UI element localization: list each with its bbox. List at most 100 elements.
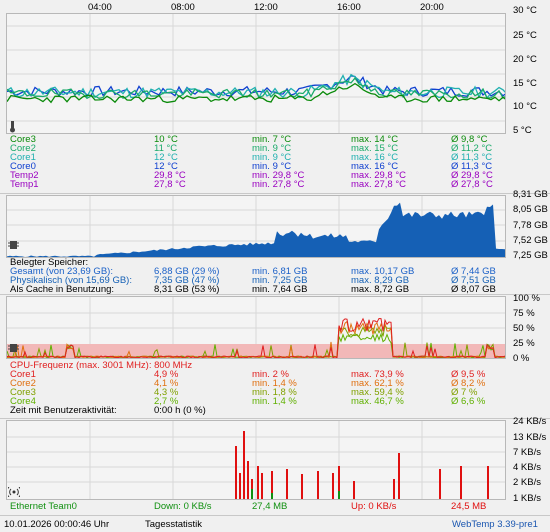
temp-cur: 27,8 °C (154, 179, 186, 190)
mem-cur: 6,88 GB (29 %) (154, 266, 220, 277)
temp-scale-10: 10 °C (513, 101, 537, 112)
status-mode[interactable]: Tagesstatistik (145, 519, 203, 530)
temp-avg: Ø 29,8 °C (451, 170, 493, 181)
cpu-min: min. 1,4 % (252, 378, 297, 389)
cpu-max: max. 73,9 % (351, 369, 404, 380)
mem-name: Physikalisch (von 15,69 GB): (10, 275, 132, 286)
network-name: Ethernet Team0 (10, 501, 77, 512)
thermometer-icon (8, 121, 18, 133)
temp-max: max. 15 °C (351, 143, 399, 154)
temp-name: Temp1 (10, 179, 39, 190)
cpu-min: min. 2 % (252, 369, 289, 380)
temp-row: Core1 12 °C min. 9 °C max. 16 °C Ø 11,3 °C (10, 153, 540, 163)
cpu-avg: Ø 6,6 % (451, 396, 486, 407)
cpu-scale-100: 100 % (513, 293, 540, 304)
memory-chip-icon (8, 240, 19, 250)
status-version-link[interactable]: WebTemp 3.39-pre1 (452, 519, 538, 530)
net-up-bar (317, 471, 319, 499)
time-label-0800: 08:00 (171, 2, 195, 13)
mem-scale-831: 8,31 GB (513, 189, 548, 200)
cpu-max: max. 62,1 % (351, 378, 404, 389)
net-scale-2: 2 KB/s (513, 477, 541, 488)
temp-min: min. 29,8 °C (252, 170, 305, 181)
cpu-row: Core2 4,1 % min. 1,4 % max. 62,1 % Ø 8,2 % (10, 379, 540, 389)
net-scale-7: 7 KB/s (513, 447, 541, 458)
temp-min: min. 9 °C (252, 161, 292, 172)
cpu-row: Core3 4,3 % min. 1,8 % max. 59,4 % Ø 7 % (10, 388, 540, 398)
network-legend: Ethernet Team0 Down: 0 KB/s 27,4 MB Up: … (10, 502, 540, 512)
net-up-bar (243, 431, 245, 499)
cpu-avg: Ø 9,5 % (451, 369, 486, 380)
temp-max: max. 27,8 °C (351, 179, 407, 190)
temp-name: Core1 (10, 152, 36, 163)
temp-avg: Ø 11,2 °C (451, 143, 493, 154)
cpu-scale-75: 75 % (513, 308, 535, 319)
temp-row: Core0 12 °C min. 9 °C max. 16 °C Ø 11,3 °C (10, 162, 540, 172)
cpu-cur: 4,9 % (154, 369, 179, 380)
net-up-bar (261, 473, 263, 499)
divider (0, 193, 550, 194)
temp-row: Core2 11 °C min. 9 °C max. 15 °C Ø 11,2 °C (10, 144, 540, 154)
temp-series-line (7, 77, 505, 100)
cpu-chart (6, 296, 506, 359)
temp-name: Temp2 (10, 170, 39, 181)
cpu-cur: 2,7 % (154, 396, 179, 407)
temp-cur: 12 °C (154, 161, 178, 172)
mem-max: max. 8,72 GB (351, 284, 410, 295)
net-up-bar (247, 461, 249, 499)
net-down-bar (271, 493, 273, 499)
mem-cur: 7,35 GB (47 %) (154, 275, 220, 286)
mem-row: Physikalisch (von 15,69 GB): 7,35 GB (47 … (10, 276, 540, 286)
network-up-current: Up: 0 KB/s (351, 501, 397, 512)
temp-row: Temp1 27,8 °C min. 27,8 °C max. 27,8 °C Ø 27… (10, 180, 540, 190)
net-scale-24: 24 KB/s (513, 416, 547, 427)
cpu-scale-0: 0 % (513, 353, 530, 364)
net-up-bar (353, 481, 355, 499)
cpu-scale-25: 25 % (513, 338, 535, 349)
mem-min: min. 7,64 GB (252, 284, 308, 295)
temp-max: max. 14 °C (351, 134, 399, 145)
user-activity: Zeit mit Benutzeraktivität: 0:00 h (0 %) (10, 405, 206, 416)
network-down-current: Down: 0 KB/s (154, 501, 212, 512)
mem-cur: 8,31 GB (53 %) (154, 284, 220, 295)
cpu-max: max. 59,4 % (351, 387, 404, 398)
temp-cur: 11 °C (154, 143, 178, 154)
net-up-bar (398, 453, 400, 499)
status-datetime: 10.01.2026 00:00:46 Uhr (4, 519, 110, 530)
cpu-name: Core3 (10, 387, 36, 398)
net-up-bar (301, 474, 303, 499)
time-label-2000: 20:00 (420, 2, 444, 13)
temp-scale-5: 5 °C (513, 125, 532, 136)
temp-series-line (7, 82, 505, 104)
temp-avg: Ø 9,8 °C (451, 134, 488, 145)
cpu-chip-icon (8, 343, 19, 353)
temp-min: min. 9 °C (252, 143, 292, 154)
temp-scale-15: 15 °C (513, 78, 537, 89)
temp-name: Core3 (10, 134, 36, 145)
net-up-bar (487, 466, 489, 499)
temp-avg: Ø 27,8 °C (451, 179, 493, 190)
net-down-bar (338, 491, 340, 499)
temp-max: max. 29,8 °C (351, 170, 407, 181)
network-graph (7, 421, 505, 499)
net-scale-13: 13 KB/s (513, 432, 547, 443)
temp-scale-30: 30 °C (513, 5, 537, 16)
cpu-row: Core1 4,9 % min. 2 % max. 73,9 % Ø 9,5 % (10, 370, 540, 380)
net-up-bar (393, 479, 395, 499)
time-label-1600: 16:00 (337, 2, 361, 13)
net-up-bar (439, 469, 441, 499)
net-up-bar (338, 466, 340, 499)
temp-max: max. 16 °C (351, 152, 399, 163)
cpu-cur: 4,3 % (154, 387, 179, 398)
cpu-row: Core4 2,7 % min. 1,4 % max. 46,7 % Ø 6,6 % (10, 397, 540, 407)
temp-cur: 10 °C (154, 134, 178, 145)
time-label-0400: 04:00 (88, 2, 112, 13)
mem-max: max. 8,29 GB (351, 275, 410, 286)
cpu-scale-50: 50 % (513, 323, 535, 334)
mem-row: Als Cache in Benutzung: 8,31 GB (53 %) min… (10, 285, 540, 295)
mem-scale-725: 7,25 GB (513, 250, 548, 261)
temp-min: min. 9 °C (252, 152, 292, 163)
net-up-bar (460, 466, 462, 499)
memory-area (7, 202, 505, 257)
temp-cur: 29,8 °C (154, 170, 186, 181)
